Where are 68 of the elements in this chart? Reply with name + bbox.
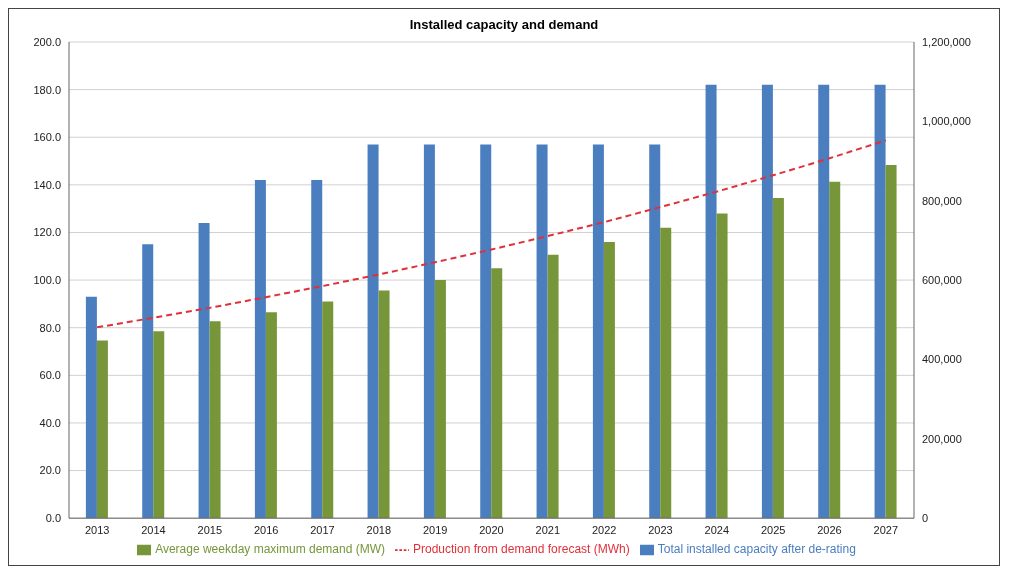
y2-tick-label: 1,000,000: [922, 115, 971, 128]
y2-tick-label: 1,200,000: [922, 35, 971, 48]
y-tick-label: 160.0: [33, 131, 61, 144]
bar: [85, 296, 97, 519]
x-tick-label: 2014: [141, 523, 166, 536]
x-tick-label: 2017: [310, 523, 335, 536]
x-tick-label: 2027: [873, 523, 899, 536]
legend-label: Production from demand forecast (MWh): [413, 542, 630, 557]
y-tick-label: 180.0: [33, 83, 61, 96]
y-tick-label: 120.0: [33, 226, 61, 239]
bar: [885, 165, 897, 519]
bar: [649, 144, 661, 519]
y2-tick-label: 200,000: [922, 432, 962, 445]
x-tick-label: 2022: [591, 523, 617, 536]
y-tick-label: 60.0: [39, 369, 61, 382]
bar: [874, 84, 886, 519]
bar: [536, 144, 548, 519]
bar: [423, 144, 435, 519]
y-tick-label: 100.0: [33, 273, 61, 286]
y-tick-label: 0.0: [45, 512, 61, 525]
y2-tick-label: 400,000: [922, 353, 962, 366]
bar: [547, 254, 559, 519]
x-tick-label: 2013: [84, 523, 110, 536]
y-tick-label: 80.0: [39, 321, 61, 334]
bar: [491, 268, 503, 519]
bar: [705, 84, 717, 519]
bar: [378, 290, 390, 519]
bar: [660, 227, 672, 519]
bar: [265, 312, 277, 519]
bar: [716, 213, 728, 519]
x-tick-label: 2023: [648, 523, 673, 536]
y-tick-label: 140.0: [33, 178, 61, 191]
y2-tick-label: 0: [922, 512, 929, 525]
bar: [367, 144, 379, 519]
bar: [480, 144, 492, 519]
bar: [818, 84, 830, 519]
y2-tick-label: 600,000: [922, 273, 962, 286]
y2-tick-label: 800,000: [922, 194, 962, 207]
x-tick-label: 2018: [366, 523, 392, 536]
x-tick-label: 2019: [422, 523, 448, 536]
bar: [772, 197, 784, 519]
x-tick-label: 2016: [253, 523, 279, 536]
bar: [153, 331, 165, 519]
bar: [434, 280, 446, 519]
bar: [198, 222, 210, 519]
bar: [142, 244, 154, 519]
bar: [592, 144, 604, 519]
x-tick-label: 2015: [197, 523, 223, 536]
y-tick-label: 40.0: [39, 416, 61, 429]
y-tick-label: 200.0: [33, 35, 61, 48]
x-tick-label: 2021: [535, 523, 561, 536]
line-series: [96, 139, 887, 329]
legend-label: Total installed capacity after de-rating: [657, 542, 856, 557]
x-tick-label: 2026: [817, 523, 842, 536]
x-tick-label: 2024: [704, 523, 730, 536]
bar: [209, 321, 221, 519]
bar: [603, 241, 615, 519]
bar: [96, 340, 108, 519]
bar: [761, 84, 773, 519]
legend-label: Average weekday maximum demand (MW): [155, 542, 385, 557]
bar: [322, 301, 334, 519]
bar: [829, 181, 841, 519]
bar: [254, 180, 266, 519]
bar: [311, 180, 323, 519]
y-tick-label: 20.0: [39, 464, 61, 477]
chart-title: Installed capacity and demand: [408, 17, 600, 32]
x-tick-label: 2025: [760, 523, 786, 536]
x-tick-label: 2020: [479, 523, 504, 536]
